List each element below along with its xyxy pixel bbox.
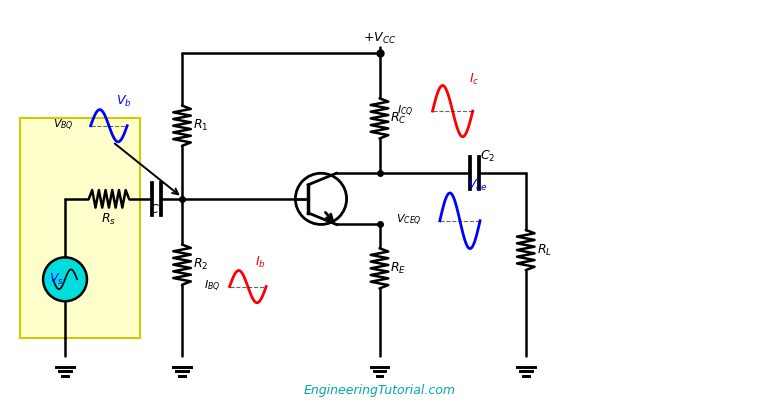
Text: $R_C$: $R_C$ (390, 111, 408, 126)
Text: $R_L$: $R_L$ (537, 243, 552, 258)
Text: $V_{CEQ}$: $V_{CEQ}$ (396, 213, 422, 228)
Text: $I_{CQ}$: $I_{CQ}$ (398, 104, 414, 119)
Text: $+V_{CC}$: $+V_{CC}$ (363, 31, 396, 46)
Text: $R_E$: $R_E$ (390, 261, 407, 276)
Circle shape (43, 257, 87, 301)
FancyBboxPatch shape (20, 118, 140, 338)
Text: $V_s$: $V_s$ (49, 272, 64, 287)
Text: $C_1$: $C_1$ (149, 202, 164, 217)
Text: $I_c$: $I_c$ (469, 72, 479, 87)
Text: $C_2$: $C_2$ (480, 149, 496, 164)
Text: EngineeringTutorial.com: EngineeringTutorial.com (304, 384, 455, 397)
Text: $V_{ce}$: $V_{ce}$ (468, 178, 487, 193)
Text: $R_1$: $R_1$ (193, 118, 209, 133)
Text: $V_{BQ}$: $V_{BQ}$ (53, 118, 74, 133)
Text: $R_2$: $R_2$ (193, 257, 208, 272)
Text: $I_{BQ}$: $I_{BQ}$ (203, 279, 220, 294)
Text: $V_b$: $V_b$ (116, 94, 132, 109)
Text: $R_s$: $R_s$ (102, 212, 116, 227)
Text: $I_b$: $I_b$ (255, 255, 266, 270)
